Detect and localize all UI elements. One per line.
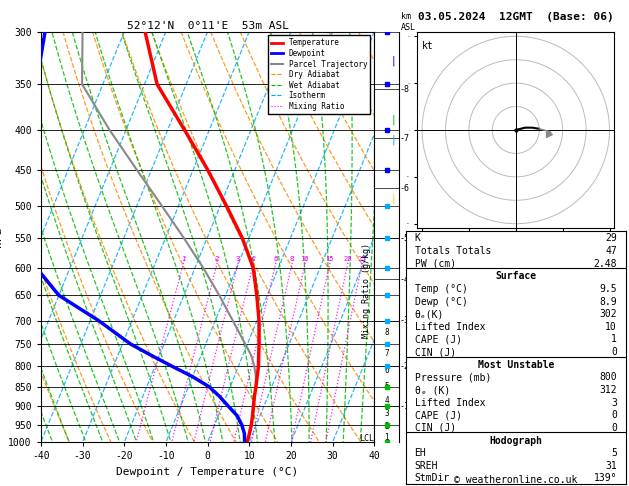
Text: -8: -8 — [399, 85, 409, 93]
Y-axis label: hPa: hPa — [0, 227, 3, 247]
Text: |: | — [391, 193, 395, 204]
Text: 0: 0 — [611, 347, 617, 357]
Text: -3: -3 — [399, 316, 409, 325]
Text: 2: 2 — [214, 256, 219, 262]
Text: |: | — [391, 115, 395, 125]
Text: Mixing Ratio (g/kg): Mixing Ratio (g/kg) — [362, 243, 371, 338]
Text: 6: 6 — [273, 256, 277, 262]
Text: 8: 8 — [384, 328, 389, 337]
Text: 9.5: 9.5 — [599, 284, 617, 294]
Text: 25: 25 — [357, 256, 366, 262]
Text: km
ASL: km ASL — [401, 12, 416, 32]
Text: 3: 3 — [611, 398, 617, 408]
Text: -5: -5 — [399, 234, 409, 243]
Text: 20: 20 — [343, 256, 352, 262]
Text: 10: 10 — [301, 256, 309, 262]
Text: LCL: LCL — [359, 434, 374, 443]
Text: 15: 15 — [325, 256, 334, 262]
Text: 0: 0 — [611, 423, 617, 433]
Text: 312: 312 — [599, 385, 617, 395]
Text: -6: -6 — [399, 184, 409, 193]
Text: 10: 10 — [605, 322, 617, 332]
Text: SREH: SREH — [415, 461, 438, 471]
Text: θₑ (K): θₑ (K) — [415, 385, 450, 395]
X-axis label: Dewpoint / Temperature (°C): Dewpoint / Temperature (°C) — [116, 467, 299, 477]
Text: Totals Totals: Totals Totals — [415, 246, 491, 256]
Text: Surface: Surface — [495, 271, 537, 281]
Text: 0: 0 — [611, 410, 617, 420]
Title: 52°12'N  0°11'E  53m ASL: 52°12'N 0°11'E 53m ASL — [126, 21, 289, 31]
Text: 1: 1 — [181, 256, 185, 262]
Text: θₑ(K): θₑ(K) — [415, 309, 444, 319]
Text: CAPE (J): CAPE (J) — [415, 334, 462, 345]
Text: 6: 6 — [384, 366, 389, 375]
Text: 1: 1 — [611, 334, 617, 345]
Text: 2: 2 — [384, 422, 389, 431]
Text: PW (cm): PW (cm) — [415, 259, 455, 269]
Text: EH: EH — [415, 448, 426, 458]
Text: |: | — [391, 56, 395, 67]
Text: 302: 302 — [599, 309, 617, 319]
Text: 8.9: 8.9 — [599, 296, 617, 307]
Text: Hodograph: Hodograph — [489, 435, 542, 446]
Text: Dewp (°C): Dewp (°C) — [415, 296, 467, 307]
Text: 3: 3 — [235, 256, 240, 262]
Text: -7: -7 — [399, 134, 409, 142]
Text: K: K — [415, 233, 420, 243]
Text: 5: 5 — [611, 448, 617, 458]
Text: © weatheronline.co.uk: © weatheronline.co.uk — [454, 475, 577, 485]
Text: 139°: 139° — [594, 473, 617, 484]
Text: CAPE (J): CAPE (J) — [415, 410, 462, 420]
Text: -4: -4 — [399, 275, 409, 284]
Text: 7: 7 — [384, 348, 389, 358]
Text: |: | — [391, 135, 395, 145]
Text: 2.48: 2.48 — [594, 259, 617, 269]
Text: Lifted Index: Lifted Index — [415, 398, 485, 408]
Text: -2: -2 — [399, 362, 409, 371]
Text: Pressure (mb): Pressure (mb) — [415, 372, 491, 382]
Text: 47: 47 — [605, 246, 617, 256]
Legend: Temperature, Dewpoint, Parcel Trajectory, Dry Adiabat, Wet Adiabat, Isotherm, Mi: Temperature, Dewpoint, Parcel Trajectory… — [268, 35, 370, 114]
Text: 5: 5 — [384, 382, 389, 391]
Text: CIN (J): CIN (J) — [415, 423, 455, 433]
Text: 4: 4 — [384, 396, 389, 405]
Text: 4: 4 — [251, 256, 255, 262]
Text: 800: 800 — [599, 372, 617, 382]
Text: 31: 31 — [605, 461, 617, 471]
Text: Lifted Index: Lifted Index — [415, 322, 485, 332]
Text: 29: 29 — [605, 233, 617, 243]
Text: StmDir: StmDir — [415, 473, 450, 484]
Text: 03.05.2024  12GMT  (Base: 06): 03.05.2024 12GMT (Base: 06) — [418, 12, 614, 22]
Text: Most Unstable: Most Unstable — [477, 360, 554, 370]
Text: -1: -1 — [399, 402, 409, 411]
Text: 3: 3 — [384, 409, 389, 418]
Text: 8: 8 — [289, 256, 294, 262]
Text: kt: kt — [422, 41, 434, 51]
Text: CIN (J): CIN (J) — [415, 347, 455, 357]
Text: 1: 1 — [384, 433, 389, 442]
Text: Temp (°C): Temp (°C) — [415, 284, 467, 294]
